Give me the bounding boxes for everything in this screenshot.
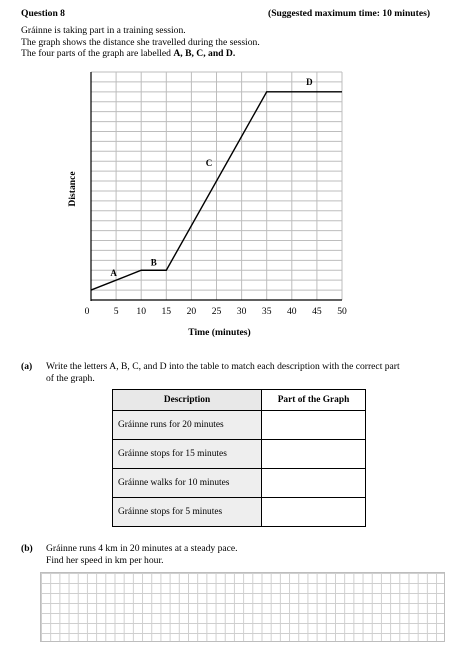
part-b-line-1: Gráinne runs 4 km in 20 minutes at a ste… bbox=[46, 543, 238, 554]
part-a-instruction-2: of the graph. bbox=[46, 373, 95, 384]
distance-series-line bbox=[90, 91, 342, 291]
table-row: Gráinne walks for 10 minutes bbox=[112, 468, 366, 498]
intro-line-3: The four parts of the graph are labelled… bbox=[21, 48, 236, 59]
table-row: Gráinne stops for 15 minutes bbox=[112, 439, 366, 469]
segment-label-d: D bbox=[306, 77, 313, 87]
x-tick-label: 5 bbox=[114, 306, 119, 317]
table-row: Gráinne stops for 5 minutes bbox=[112, 497, 366, 527]
x-tick-label: 10 bbox=[136, 306, 146, 317]
matching-table: Description Part of the Graph Gráinne ru… bbox=[112, 389, 366, 527]
part-b-line-2: Find her speed in km per hour. bbox=[46, 555, 164, 566]
x-tick-label: 15 bbox=[162, 306, 172, 317]
x-tick-label: 30 bbox=[237, 306, 247, 317]
intro-line-1: Gráinne is taking part in a training ses… bbox=[21, 25, 186, 36]
intro-line-2: The graph shows the distance she travell… bbox=[21, 37, 260, 48]
answer-cell[interactable] bbox=[261, 410, 366, 440]
answer-cell[interactable] bbox=[261, 497, 366, 527]
description-cell: Gráinne stops for 5 minutes bbox=[112, 497, 262, 527]
y-axis-label: Distance bbox=[67, 171, 78, 207]
x-tick-label: 35 bbox=[262, 306, 272, 317]
answer-cell[interactable] bbox=[261, 439, 366, 469]
question-number: Question 8 bbox=[21, 8, 65, 19]
answer-cell[interactable] bbox=[261, 468, 366, 498]
part-a-instruction-1: Write the letters A, B, C, and D into th… bbox=[46, 361, 400, 372]
part-of-graph-header: Part of the Graph bbox=[261, 389, 366, 411]
x-axis-label: Time (minutes) bbox=[188, 327, 250, 338]
table-header-row: Description Part of the Graph bbox=[112, 389, 366, 411]
part-a-label: (a) bbox=[21, 361, 33, 372]
description-cell: Gráinne runs for 20 minutes bbox=[112, 410, 262, 440]
x-tick-label: 20 bbox=[187, 306, 197, 317]
x-tick-label: 50 bbox=[337, 306, 347, 317]
description-cell: Gráinne walks for 10 minutes bbox=[112, 468, 262, 498]
x-tick-label: 0 bbox=[85, 306, 90, 317]
description-cell: Gráinne stops for 15 minutes bbox=[112, 439, 262, 469]
x-tick-label: 45 bbox=[312, 306, 322, 317]
description-header: Description bbox=[112, 389, 262, 411]
x-tick-label: 25 bbox=[212, 306, 222, 317]
x-tick-label: 40 bbox=[287, 306, 297, 317]
segment-label-a: A bbox=[110, 268, 117, 278]
table-row: Gráinne runs for 20 minutes bbox=[112, 410, 366, 440]
distance-time-graph: 0 5 10 15 20 25 30 35 40 45 50 Time (minutes) Distan… bbox=[67, 71, 347, 338]
segment-label-c: C bbox=[206, 158, 213, 168]
time-limit: (Suggested maximum time: 10 minutes) bbox=[268, 8, 431, 19]
part-b-label: (b) bbox=[21, 543, 33, 554]
answer-working-grid[interactable] bbox=[40, 572, 445, 642]
segment-label-b: B bbox=[151, 257, 157, 267]
